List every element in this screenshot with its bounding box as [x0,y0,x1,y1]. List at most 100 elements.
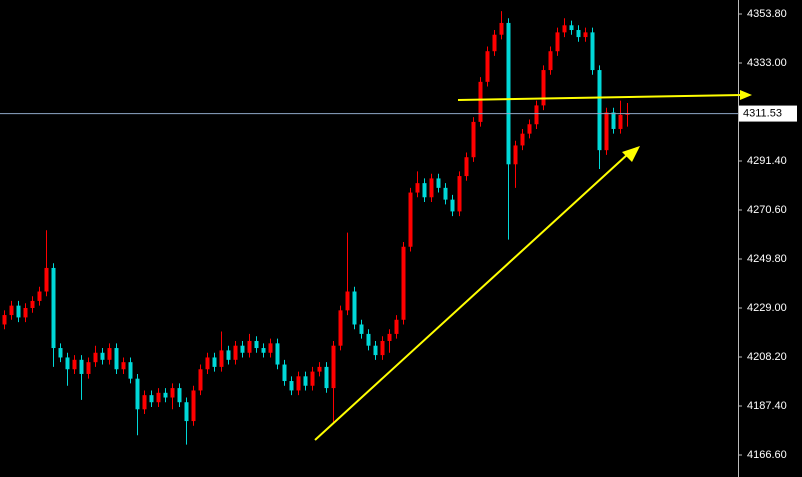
y-tick-label: 4166.60 [747,449,787,461]
candle-body [317,366,322,372]
candle-body [86,362,91,374]
candle-body [23,307,28,318]
candle-body [254,340,259,349]
candle-body [184,402,189,422]
candle-body [268,343,273,353]
candle-body [303,376,308,386]
candle-body [107,348,112,360]
candle-body [597,70,602,151]
candle-body [576,30,581,38]
candle-body [338,310,343,346]
candle-body [457,176,462,212]
candle-body [72,359,77,370]
y-axis: 4166.60 4187.40 4208.20 4229.00 4249.80 4270.… [738,8,797,461]
y-tick-label: 4187.40 [747,400,787,412]
candle-body [177,388,182,403]
candle-body [30,300,35,308]
arrow-head [622,146,640,162]
candle-body [485,51,490,82]
candle-body [541,70,546,106]
candle-body [373,345,378,356]
candle-body [471,121,476,158]
candle-body [499,22,504,35]
candle-body [93,352,98,363]
candle-body [429,178,434,198]
candle-body [100,352,105,360]
last-price-label: 4311.53 [743,107,782,119]
plot-area [0,11,738,445]
candle-body [331,345,336,389]
candle-body [51,267,56,349]
candle-body [65,357,70,370]
candle-body [310,371,315,386]
candle-body [324,366,329,389]
candle-body [555,32,560,52]
candle-body [527,124,532,134]
y-tick-label: 4208.20 [747,351,787,363]
candle-body [548,51,553,71]
candle-body [569,25,574,31]
candle-body [625,113,630,115]
candle-body [604,112,609,151]
trend-arrow-line [314,153,629,441]
candle-body [506,22,511,165]
last-price-box [739,105,797,122]
y-tick-label: 4291.40 [747,155,787,167]
candle-body [464,157,469,177]
candle-body [408,192,413,247]
candle-body [611,112,616,129]
candle-body [590,32,595,71]
candle-body [282,364,287,382]
candle-body [380,340,385,356]
candle-body [261,348,266,353]
candle-body [170,388,175,398]
candle-body [394,319,399,334]
y-tick-label: 4333.00 [747,57,787,69]
candle-body [79,359,84,374]
candle-body [289,381,294,391]
candle-body [359,324,364,334]
candle-body [436,178,441,188]
candle-body [401,246,406,320]
candle-body [583,32,588,38]
candle-body [2,315,7,325]
candle-body [366,333,371,346]
candle-body [142,395,147,410]
candle-body [450,199,455,212]
candle-body [478,81,483,122]
candle-body [247,340,252,353]
trend-arrows [314,90,752,441]
candle-body [387,333,392,341]
candle-body [352,291,357,325]
candle-body [513,145,518,165]
candle-body [114,348,119,370]
candle-body [415,183,420,193]
candle-body [149,395,154,403]
y-tick-label: 4353.80 [747,8,787,20]
resistance-arrow-line [457,94,743,101]
candle-body [205,357,210,370]
y-tick-label: 4249.80 [747,253,787,265]
candle-body [618,114,623,129]
candle-body [219,350,224,367]
candle-body [135,378,140,410]
candle-body [128,362,133,379]
candle-body [443,187,448,200]
candle-body [233,345,238,360]
arrow-head [740,90,752,100]
candle-body [520,133,525,146]
y-tick-label: 4270.60 [747,204,787,216]
candle-body [58,348,63,358]
candle-body [37,291,42,301]
candle-body [226,350,231,360]
candle-body [121,362,126,370]
candle-body [296,376,301,391]
candle-body [275,343,280,365]
candle-body [562,25,567,33]
candle-body [163,392,168,398]
candle-body [9,305,14,316]
candle-body [44,267,49,292]
